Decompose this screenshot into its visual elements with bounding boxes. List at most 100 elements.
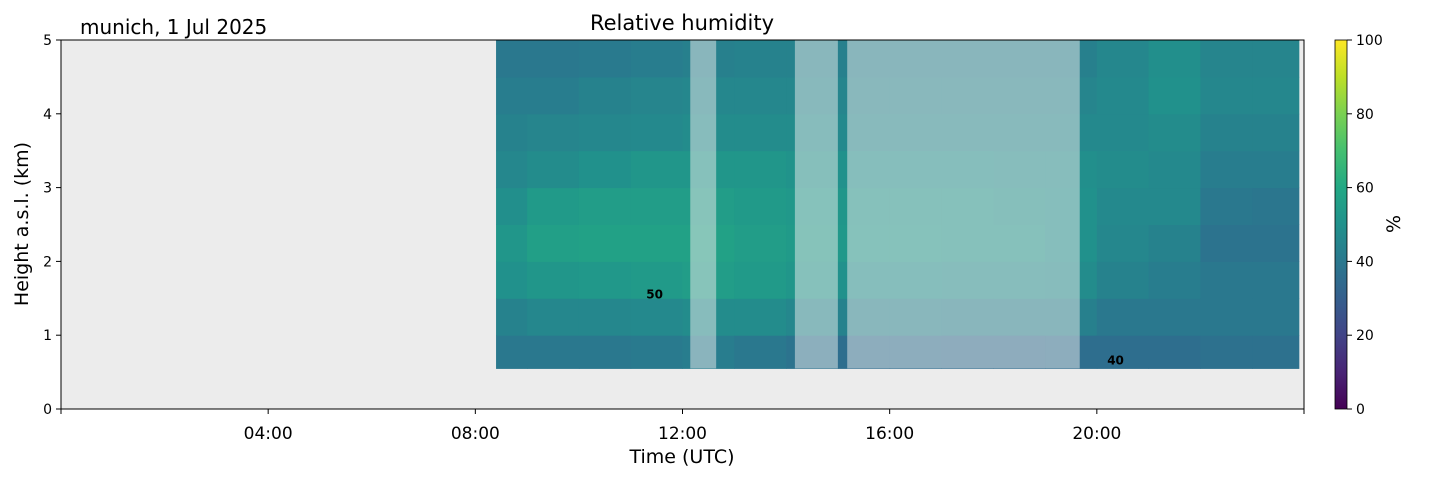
heatmap-cell <box>1252 224 1300 262</box>
x-axis: 04:00 08:00 12:00 16:00 20:00 <box>60 409 1305 444</box>
colorbar-tick-label: 40 <box>1356 254 1374 270</box>
heatmap-cell <box>578 76 632 115</box>
heatmap-cell <box>1096 150 1150 189</box>
heatmap-cell <box>1200 150 1253 189</box>
heatmap-cell <box>630 76 683 115</box>
masked-intervals <box>690 40 1080 369</box>
heatmap-cell <box>734 40 787 78</box>
heatmap-cell <box>578 113 632 152</box>
heatmap-cell <box>1148 298 1201 336</box>
heatmap-cell <box>1096 261 1150 299</box>
x-tick-label: 16:00 <box>865 424 914 444</box>
heatmap-cell <box>1252 113 1300 152</box>
heatmap-cell <box>527 187 580 225</box>
colorbar-tick-label: 20 <box>1356 328 1374 344</box>
heatmap-cell <box>527 335 580 369</box>
masked-interval <box>690 40 717 369</box>
heatmap-cell <box>734 224 787 262</box>
heatmap-cell <box>734 335 787 369</box>
contour-label: 40 <box>1107 354 1124 368</box>
heatmap-cell <box>1200 40 1253 78</box>
heatmap-cell <box>496 298 528 336</box>
masked-interval <box>847 40 1080 369</box>
heatmap-cell <box>1200 224 1253 262</box>
heatmap-cell <box>1200 298 1253 336</box>
heatmap-cell <box>630 261 683 299</box>
x-tick-label: 08:00 <box>451 424 500 444</box>
heatmap-cell <box>496 224 528 262</box>
heatmap-cell <box>527 150 580 189</box>
heatmap-cell <box>578 261 632 299</box>
heatmap-cell <box>1096 335 1150 369</box>
x-axis-label: Time (UTC) <box>628 446 734 468</box>
heatmap-cell <box>1252 335 1300 369</box>
colorbar-tick-label: 80 <box>1356 107 1374 123</box>
heatmap-cell <box>1252 261 1300 299</box>
heatmap-cell <box>1252 40 1300 78</box>
heatmap-cell <box>1252 298 1300 336</box>
heatmap-cell <box>1148 76 1201 115</box>
heatmap-cell <box>630 187 683 225</box>
masked-interval <box>794 40 838 369</box>
heatmap-cell <box>1252 187 1300 225</box>
colorbar-label: % <box>1383 215 1405 233</box>
heatmap-cell <box>1096 298 1150 336</box>
heatmap-cell <box>496 113 528 152</box>
heatmap-cell <box>1096 76 1150 115</box>
heatmap-cell <box>734 298 787 336</box>
heatmap-cell <box>630 298 683 336</box>
heatmap-cell <box>1096 224 1150 262</box>
heatmap-cell <box>496 261 528 299</box>
heatmap-cell <box>630 150 683 189</box>
heatmap-cell <box>527 113 580 152</box>
heatmap-cell <box>527 298 580 336</box>
heatmap-cell <box>578 224 632 262</box>
heatmap-cell <box>496 335 528 369</box>
y-axis: 0 1 2 3 4 5 <box>43 33 61 418</box>
x-tick-label: 12:00 <box>658 424 707 444</box>
y-tick-label: 0 <box>43 402 52 418</box>
heatmap-cell <box>630 224 683 262</box>
x-tick-label: 04:00 <box>244 424 293 444</box>
heatmap-cell <box>1200 76 1253 115</box>
heatmap-cell <box>578 40 632 78</box>
heatmap-cell <box>1200 187 1253 225</box>
heatmap-cell <box>578 335 632 369</box>
y-axis-label: Height a.s.l. (km) <box>11 142 33 306</box>
heatmap-cell <box>734 261 787 299</box>
chart-subtitle: munich, 1 Jul 2025 <box>80 15 267 39</box>
heatmap-cell <box>1148 335 1201 369</box>
y-tick-label: 3 <box>43 181 52 197</box>
x-tick-label: 20:00 <box>1072 424 1121 444</box>
colorbar-tick-label: 60 <box>1356 181 1374 197</box>
heatmap-cell <box>496 40 528 78</box>
heatmap-cell <box>1148 261 1201 299</box>
heatmap-cell <box>1096 40 1150 78</box>
heatmap-cell <box>630 335 683 369</box>
heatmap-cell <box>734 113 787 152</box>
heatmap-cell <box>1148 187 1201 225</box>
contour-label: 50 <box>646 287 663 301</box>
heatmap-cell <box>496 187 528 225</box>
y-tick-label: 5 <box>43 33 52 49</box>
heatmap-cell <box>527 224 580 262</box>
heatmap-cell <box>578 298 632 336</box>
heatmap-cell <box>527 40 580 78</box>
heatmap-cell <box>630 113 683 152</box>
colorbar-tick-label: 100 <box>1356 33 1383 49</box>
heatmap-cell <box>1200 335 1253 369</box>
heatmap-cell <box>527 76 580 115</box>
heatmap-cell <box>734 187 787 225</box>
colorbar <box>1334 39 1348 410</box>
colorbar-tick-label: 0 <box>1356 402 1365 418</box>
heatmap-cell <box>630 40 683 78</box>
heatmap-cell <box>578 187 632 225</box>
heatmap-cell <box>1096 187 1150 225</box>
heatmap-cell <box>1148 150 1201 189</box>
colorbar-ticks: 0 20 40 60 80 100 <box>1347 33 1383 418</box>
y-tick-label: 4 <box>43 107 52 123</box>
heatmap-cell <box>1096 113 1150 152</box>
contour-labels: 50 40 <box>646 287 1124 367</box>
heatmap-cell <box>734 150 787 189</box>
